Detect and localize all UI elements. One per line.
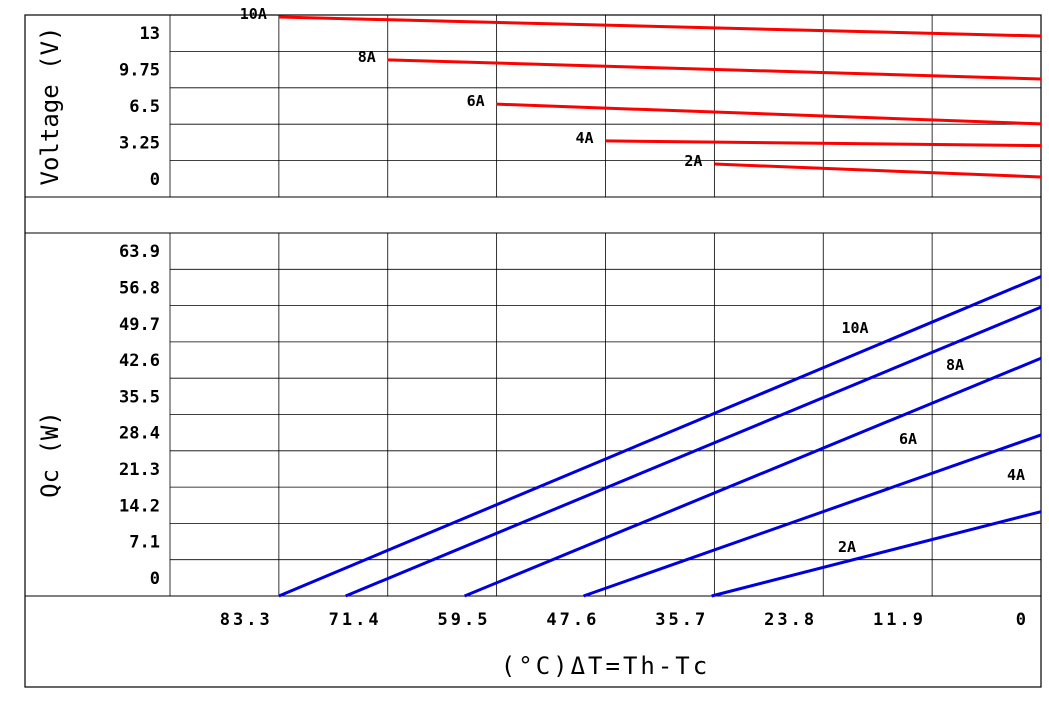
x-tick-label: 0 xyxy=(1016,610,1029,630)
x-tick-label: 23.8 xyxy=(764,610,817,630)
voltage-series-line-2a xyxy=(714,162,1042,179)
x-tick-label: 47.6 xyxy=(546,610,599,630)
qc-tick-label: 56.8 xyxy=(119,278,160,298)
qc-series-label: 10A xyxy=(841,319,868,337)
qc-tick-label: 63.9 xyxy=(119,242,160,262)
qc-series-label: 4A xyxy=(1007,466,1025,484)
x-axis-title: (°C)ΔT=Th-Tc xyxy=(501,652,710,680)
x-tick-label: 83.3 xyxy=(220,610,273,630)
qc-series-line-6a xyxy=(464,356,1042,598)
qc-tick-label: 14.2 xyxy=(119,496,160,516)
voltage-tick-label: 9.75 xyxy=(119,61,160,81)
qc-series-line-2a xyxy=(711,510,1042,598)
voltage-series-label: 4A xyxy=(575,129,593,147)
qc-tick-label: 49.7 xyxy=(119,315,160,335)
qc-tick-label: 21.3 xyxy=(119,460,160,480)
qc-series-label: 8A xyxy=(946,356,964,374)
voltage-tick-label: 3.25 xyxy=(119,133,160,153)
voltage-series-line-10a xyxy=(278,15,1042,38)
x-tick-label: 35.7 xyxy=(655,610,708,630)
qc-series-line-8a xyxy=(345,305,1042,598)
voltage-series-line-8a xyxy=(387,58,1042,81)
voltage-axis-title: Voltage (V) xyxy=(36,27,64,186)
qc-tick-label: 0 xyxy=(150,569,160,589)
qc-tick-label: 28.4 xyxy=(119,424,160,444)
outer-frame xyxy=(24,14,1042,688)
qc-series-label: 6A xyxy=(899,430,917,448)
qc-tick-label: 7.1 xyxy=(129,533,160,553)
voltage-series-label: 8A xyxy=(358,48,376,66)
voltage-series-label: 6A xyxy=(467,92,485,110)
qc-series-line-4a xyxy=(583,433,1042,598)
x-tick-label: 59.5 xyxy=(437,610,490,630)
voltage-series-label: 10A xyxy=(240,5,267,23)
qc-series-line-10a xyxy=(278,275,1042,598)
x-tick-label: 11.9 xyxy=(873,610,926,630)
voltage-tick-label: 13 xyxy=(140,24,160,44)
qc-axis-title: Qc (W) xyxy=(36,411,64,498)
voltage-series-label: 2A xyxy=(684,152,702,170)
qc-tick-label: 42.6 xyxy=(119,351,160,371)
voltage-tick-label: 0 xyxy=(150,170,160,190)
qc-tick-label: 35.5 xyxy=(119,387,160,407)
voltage-series-line-6a xyxy=(496,102,1042,126)
voltage-tick-label: 6.5 xyxy=(129,97,160,117)
x-tick-label: 71.4 xyxy=(329,610,382,630)
voltage-series-line-4a xyxy=(605,139,1042,148)
qc-series-label: 2A xyxy=(838,538,856,556)
